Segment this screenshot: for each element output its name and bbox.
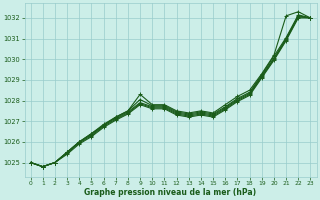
- X-axis label: Graphe pression niveau de la mer (hPa): Graphe pression niveau de la mer (hPa): [84, 188, 257, 197]
